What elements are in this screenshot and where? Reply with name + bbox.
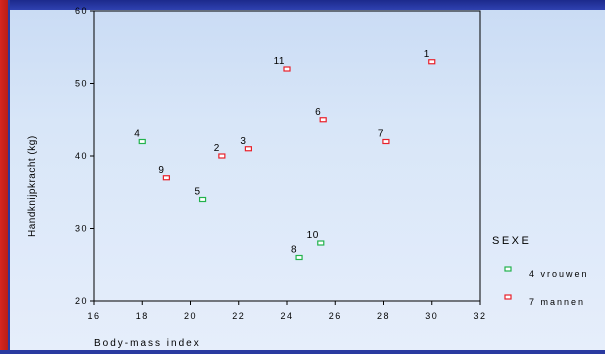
data-point-label: 7	[378, 129, 384, 140]
data-point-label: 4	[134, 129, 140, 140]
y-tick-label: 40	[75, 151, 88, 161]
data-point-9	[162, 175, 170, 181]
x-tick-label: 28	[377, 311, 390, 321]
data-point-1	[428, 59, 436, 65]
data-point-label: 3	[240, 136, 246, 147]
data-point-label: 8	[291, 245, 297, 256]
left-accent-line	[8, 0, 10, 354]
data-point-6	[319, 117, 327, 123]
data-point-label: 11	[274, 56, 285, 67]
data-point-11	[283, 66, 291, 72]
top-band	[0, 0, 605, 10]
data-point-label: 6	[315, 107, 321, 118]
plot-frame	[93, 10, 481, 302]
x-tick-label: 20	[184, 311, 197, 321]
x-axis-title: Body-mass index	[94, 338, 201, 349]
data-point-8	[295, 254, 303, 261]
legend-marker-mannen	[504, 294, 512, 300]
data-point-label: 1	[424, 49, 430, 60]
legend-label-mannen: 7 mannen	[529, 297, 585, 307]
x-tick-label: 26	[329, 311, 342, 321]
data-point-label: 10	[307, 230, 319, 241]
data-point-4	[138, 138, 146, 145]
data-points: 1 2 3 4 5 6 7 8 9 10 11	[134, 49, 436, 261]
x-axis-ticks: 16 18 20 22 24 26 28 30 32	[87, 301, 486, 321]
x-tick-label: 18	[136, 311, 149, 321]
y-tick-label: 30	[75, 224, 88, 234]
data-point-3	[244, 146, 252, 152]
data-point-7	[382, 138, 390, 145]
data-point-2	[218, 153, 226, 159]
data-point-label: 9	[158, 165, 164, 176]
bottom-band	[0, 350, 605, 354]
left-accent-bar	[0, 0, 8, 354]
legend: SEXE 4 vrouwen 7 mannen	[492, 235, 589, 307]
y-axis-ticks: 20 30 40 50 60	[75, 6, 94, 306]
legend-label-vrouwen: 4 vrouwen	[529, 269, 589, 279]
x-tick-label: 30	[425, 311, 438, 321]
x-tick-label: 22	[232, 311, 245, 321]
data-point-10	[317, 240, 325, 246]
x-tick-label: 16	[87, 311, 100, 321]
y-axis-title: Handknijpkracht (kg)	[27, 135, 38, 237]
y-tick-label: 60	[75, 6, 88, 16]
x-tick-label: 32	[473, 311, 486, 321]
data-point-label: 2	[214, 143, 220, 154]
data-point-label: 5	[195, 187, 201, 198]
legend-marker-vrouwen	[504, 266, 512, 272]
legend-title: SEXE	[492, 235, 531, 247]
y-tick-label: 20	[75, 296, 88, 306]
y-tick-label: 50	[75, 79, 88, 89]
data-point-5	[198, 196, 207, 203]
x-tick-label: 24	[280, 311, 293, 321]
